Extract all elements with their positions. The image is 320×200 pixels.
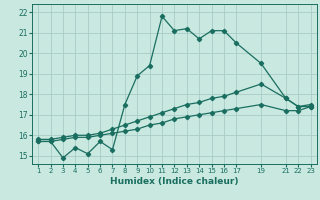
X-axis label: Humidex (Indice chaleur): Humidex (Indice chaleur) bbox=[110, 177, 239, 186]
